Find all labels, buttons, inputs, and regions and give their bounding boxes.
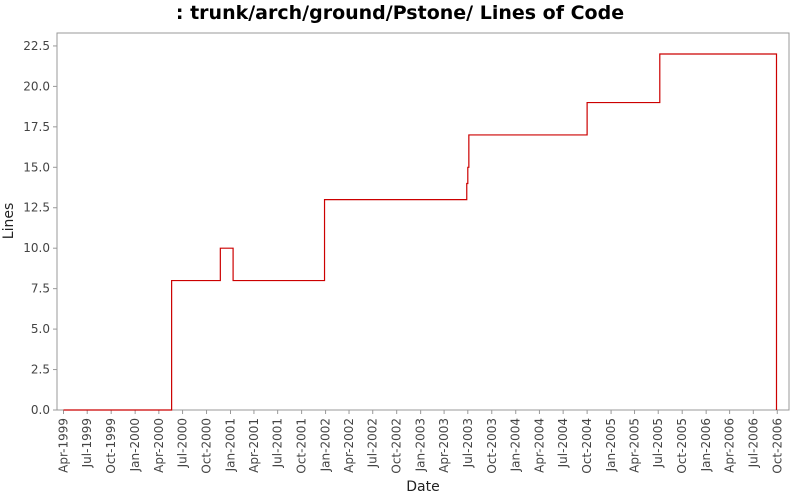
- y-tick-label: 5.0: [31, 322, 50, 336]
- x-tick-label: Jan-2003: [414, 418, 428, 472]
- x-tick-label: Oct-2001: [295, 418, 309, 474]
- x-axis: Apr-1999 Jul-1999 Oct-1999 Jan-2000 Apr-2000…: [57, 410, 784, 474]
- x-axis-title: Date: [406, 479, 439, 495]
- x-tick-label: Apr-2006: [723, 418, 737, 473]
- x-tick-label: Oct-2000: [200, 418, 214, 474]
- y-tick-label: 7.5: [31, 282, 50, 296]
- y-tick-label: 20.0: [23, 79, 50, 93]
- x-tick-label: Jan-2005: [604, 418, 618, 472]
- x-tick-label: Apr-1999: [57, 418, 71, 473]
- series-layer: [63, 53, 778, 411]
- y-tick-label: 15.0: [23, 160, 50, 174]
- x-tick-label: Oct-2004: [580, 418, 594, 474]
- x-tick-label: Jul-1999: [80, 418, 94, 468]
- x-tick-label: Jan-2006: [699, 418, 713, 472]
- x-tick-label: Oct-1999: [104, 418, 118, 474]
- x-tick-label: Apr-2005: [628, 418, 642, 473]
- x-tick-label: Jan-2000: [128, 418, 142, 472]
- y-tick-label: 0.0: [31, 403, 50, 417]
- x-tick-label: Jan-2001: [223, 418, 237, 472]
- plot-area: [56, 32, 790, 411]
- x-tick-label: Oct-2005: [675, 418, 689, 474]
- x-tick-label: Apr-2000: [152, 418, 166, 473]
- chart-title: : trunk/arch/ground/Pstone/ Lines of Cod…: [175, 2, 625, 24]
- series-line-0: [63, 53, 778, 411]
- x-tick-label: Jul-2004: [556, 418, 570, 468]
- y-tick-label: 2.5: [31, 363, 50, 377]
- x-tick-label: Jul-2005: [651, 418, 665, 468]
- y-tick-label: 10.0: [23, 241, 50, 255]
- x-tick-label: Jul-2002: [366, 418, 380, 468]
- x-tick-label: Jul-2006: [746, 418, 760, 468]
- x-tick-label: Jul-2000: [176, 418, 190, 468]
- x-tick-label: Apr-2003: [437, 418, 451, 473]
- x-tick-label: Jan-2002: [319, 418, 333, 472]
- x-tick-label: Oct-2003: [485, 418, 499, 474]
- x-tick-label: Jul-2003: [461, 418, 475, 468]
- x-tick-label: Oct-2002: [390, 418, 404, 474]
- y-tick-label: 22.5: [23, 39, 50, 53]
- x-tick-label: Apr-2002: [342, 418, 356, 473]
- x-tick-label: Jan-2004: [509, 418, 523, 472]
- x-tick-label: Jul-2001: [271, 418, 285, 468]
- x-tick-label: Oct-2006: [770, 418, 784, 474]
- x-tick-label: Apr-2004: [532, 418, 546, 473]
- x-tick-label: Apr-2001: [247, 418, 261, 473]
- y-tick-label: 17.5: [23, 120, 50, 134]
- y-axis: 0.0 2.5 5.0 7.5 10.0 12.5 15.0 17.5 20.0 22.5: [23, 39, 57, 417]
- y-axis-title: Lines: [1, 203, 17, 239]
- y-tick-label: 12.5: [23, 201, 50, 215]
